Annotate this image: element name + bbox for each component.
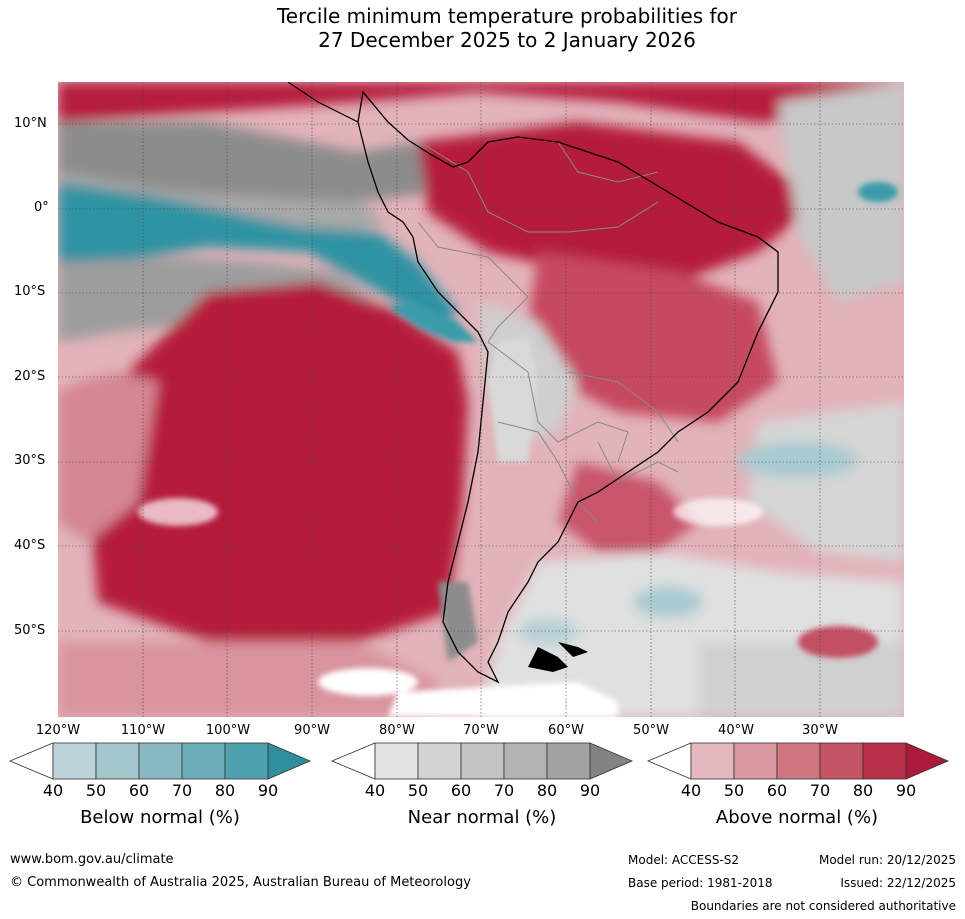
near-tick-70: 70 — [493, 781, 515, 800]
lon-label-90w: 90°W — [294, 723, 330, 738]
above-swatch-high — [905, 742, 950, 780]
map-title: Tercile minimum temperature probabilitie… — [0, 4, 965, 52]
model-text: Model: ACCESS-S2 — [628, 853, 740, 867]
field-details — [138, 182, 898, 717]
lat-label-10s: 10°S — [14, 284, 46, 299]
above-tick-50: 50 — [723, 781, 745, 800]
below-tick-80: 80 — [214, 781, 236, 800]
probability-map — [58, 82, 904, 717]
map-canvas — [58, 82, 904, 717]
colorbar-near-swatches — [330, 742, 634, 780]
issued-text: Issued: 22/12/2025 — [840, 876, 956, 890]
title-line-1: Tercile minimum temperature probabilitie… — [276, 4, 738, 28]
country-borders — [417, 141, 679, 523]
near-swatch-low — [330, 742, 376, 780]
lon-label-60w: 60°W — [548, 723, 584, 738]
near-swatch-90 — [546, 742, 591, 780]
colorbar-above-swatches — [646, 742, 950, 780]
copyright-text: © Commonwealth of Australia 2025, Austra… — [10, 875, 471, 890]
probability-field — [58, 82, 904, 717]
near-swatch-60 — [417, 742, 462, 780]
lon-label-120w: 120°W — [35, 723, 81, 738]
near-tick-80: 80 — [536, 781, 558, 800]
lon-label-40w: 40°W — [718, 723, 754, 738]
below-tick-70: 70 — [171, 781, 193, 800]
website-link[interactable]: www.bom.gov.au/climate — [10, 852, 174, 867]
near-tick-90: 90 — [579, 781, 601, 800]
lat-label-30s: 30°S — [14, 453, 46, 468]
near-swatch-80 — [503, 742, 548, 780]
above-swatch-low — [646, 742, 692, 780]
disclaimer-text: Boundaries are not considered authoritat… — [690, 899, 956, 913]
near-tick-60: 60 — [450, 781, 472, 800]
lat-label-20s: 20°S — [14, 369, 46, 384]
below-swatch-high — [267, 742, 312, 780]
above-tick-80: 80 — [852, 781, 874, 800]
graticule — [58, 82, 904, 717]
below-tick-40: 40 — [42, 781, 64, 800]
below-tick-60: 60 — [128, 781, 150, 800]
above-tick-70: 70 — [809, 781, 831, 800]
colorbar-below-normal — [8, 742, 312, 780]
lon-label-80w: 80°W — [379, 723, 415, 738]
lat-label-0: 0° — [34, 200, 49, 215]
near-swatch-70 — [460, 742, 505, 780]
above-swatch-60 — [733, 742, 778, 780]
falkland-islands — [558, 642, 588, 657]
coastline-central-america — [287, 82, 359, 123]
lon-label-50w: 50°W — [633, 723, 669, 738]
below-swatch-low — [8, 742, 54, 780]
coastline-south-america — [357, 90, 779, 684]
above-tick-90: 90 — [895, 781, 917, 800]
near-normal-label: Near normal (%) — [407, 807, 557, 828]
lat-label-50s: 50°S — [14, 623, 46, 638]
lon-label-100w: 100°W — [205, 723, 251, 738]
below-swatch-90 — [224, 742, 269, 780]
lon-label-110w: 110°W — [120, 723, 166, 738]
above-swatch-90 — [862, 742, 907, 780]
colorbar-above-normal — [646, 742, 950, 780]
above-normal-label: Above normal (%) — [715, 807, 879, 828]
below-normal-label: Below normal (%) — [80, 807, 240, 828]
near-tick-50: 50 — [407, 781, 429, 800]
lon-label-70w: 70°W — [463, 723, 499, 738]
below-tick-90: 90 — [257, 781, 279, 800]
above-swatch-80 — [819, 742, 864, 780]
lon-label-30w: 30°W — [802, 723, 838, 738]
base-period-text: Base period: 1981-2018 — [628, 876, 773, 890]
near-swatch-high — [589, 742, 634, 780]
above-tick-40: 40 — [680, 781, 702, 800]
lat-label-40s: 40°S — [14, 538, 46, 553]
below-swatch-80 — [181, 742, 226, 780]
near-swatch-50 — [374, 742, 419, 780]
below-swatch-60 — [95, 742, 140, 780]
colorbar-below-swatches — [8, 742, 312, 780]
near-tick-40: 40 — [364, 781, 386, 800]
below-swatch-70 — [138, 742, 183, 780]
below-swatch-50 — [52, 742, 97, 780]
tierra-del-fuego — [528, 647, 568, 672]
above-swatch-70 — [776, 742, 821, 780]
title-line-2: 27 December 2025 to 2 January 2026 — [318, 28, 696, 52]
above-tick-60: 60 — [766, 781, 788, 800]
model-run-text: Model run: 20/12/2025 — [818, 853, 956, 867]
colorbar-near-normal — [330, 742, 634, 780]
lat-label-10n: 10°N — [14, 116, 47, 131]
below-tick-50: 50 — [85, 781, 107, 800]
above-swatch-50 — [690, 742, 735, 780]
